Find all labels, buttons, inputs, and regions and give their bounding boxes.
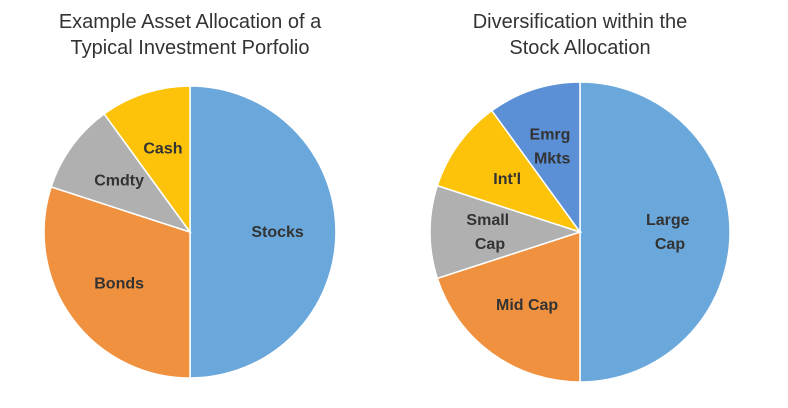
slice-label-line: Int'l <box>493 171 521 188</box>
chart-title: Diversification within the <box>473 11 688 33</box>
slice-label-line: Cap <box>655 236 685 253</box>
chart-title: Example Asset Allocation of a <box>59 11 322 33</box>
slice-label-line: Cmdty <box>94 173 144 190</box>
chart-title: Stock Allocation <box>509 37 650 59</box>
pie-slice <box>50 112 192 234</box>
pie-slice <box>490 81 581 235</box>
slice-label-line: Large <box>646 212 694 229</box>
slice-label-line: Cap <box>475 236 505 253</box>
slice-label: Large Cap <box>646 212 694 253</box>
pie-slice <box>436 109 582 234</box>
slice-label-line: Stocks <box>251 224 304 241</box>
slice-label: Bonds <box>94 275 144 292</box>
slice-label-line: Mid Cap <box>496 297 558 314</box>
pie-slice <box>579 81 731 383</box>
slice-label-line: Emrg <box>530 126 575 143</box>
slice-label: Cash <box>143 141 182 158</box>
slice-label-line: Bonds <box>94 275 144 292</box>
slice-label-line: Cash <box>143 141 182 158</box>
slice-label: Int'l <box>493 171 521 188</box>
slice-label: Mid Cap <box>496 297 558 314</box>
pie-slice <box>436 230 581 383</box>
pie-slice <box>189 85 337 379</box>
pie-slice <box>429 184 583 280</box>
slice-label: Cmdty <box>94 173 144 190</box>
pie-slice <box>103 85 191 235</box>
slice-label-line: Mkts <box>534 150 571 167</box>
slice-label: Small Cap <box>466 212 513 253</box>
pie-slice <box>43 185 191 379</box>
chart-title: Typical Investment Porfolio <box>71 37 310 59</box>
slice-label: Stocks <box>251 224 304 241</box>
slice-label-line: Small <box>466 212 513 229</box>
slice-label: Emrg Mkts <box>530 126 575 167</box>
